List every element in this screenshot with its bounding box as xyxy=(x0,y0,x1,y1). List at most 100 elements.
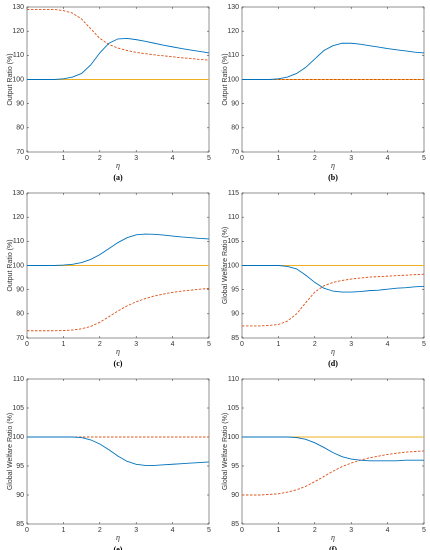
y-axis-label: Global Welfare Ratio (%) xyxy=(222,227,229,304)
y-tick-label: 100 xyxy=(12,262,24,269)
data-line xyxy=(242,42,425,80)
x-tick-label: 0 xyxy=(25,341,29,348)
x-tick-label: 2 xyxy=(313,341,317,348)
y-tick-label: 90 xyxy=(16,101,24,108)
caption: (c) xyxy=(114,359,123,368)
x-axis-label: η xyxy=(116,533,120,542)
x-tick-label: 1 xyxy=(276,527,280,534)
y-tick-label: 120 xyxy=(12,214,24,221)
y-tick-label: 85 xyxy=(231,335,239,342)
x-tick-label: 4 xyxy=(171,155,175,162)
y-axis-label: Output Ratio (%) xyxy=(7,239,14,291)
data-line xyxy=(242,273,425,327)
y-tick-label: 115 xyxy=(228,190,239,197)
y-tick-label: 85 xyxy=(231,521,239,528)
y-tick-label: 100 xyxy=(12,76,24,83)
x-tick-label: 4 xyxy=(386,341,390,348)
y-axis-label: Global Welfare Ratio (%) xyxy=(7,413,14,490)
y-tick-label: 90 xyxy=(231,492,239,499)
x-tick-label: 5 xyxy=(422,341,426,348)
x-tick-label: 3 xyxy=(134,341,138,348)
plot-area xyxy=(241,378,425,525)
data-line xyxy=(27,8,210,61)
y-tick-label: 110 xyxy=(228,52,239,59)
plot-area xyxy=(26,378,210,525)
y-axis-label: Output Ratio (%) xyxy=(222,53,229,105)
data-line xyxy=(27,436,210,466)
x-tick-label: 0 xyxy=(240,527,244,534)
x-tick-label: 0 xyxy=(240,155,244,162)
y-tick-label: 130 xyxy=(12,4,24,11)
y-tick-label: 90 xyxy=(16,287,24,294)
x-axis-label: η xyxy=(331,533,335,542)
data-line xyxy=(242,450,425,496)
y-tick-label: 100 xyxy=(227,262,239,269)
y-tick-label: 95 xyxy=(231,463,239,470)
y-tick-label: 100 xyxy=(227,76,239,83)
caption: (d) xyxy=(328,359,338,368)
y-tick-label: 100 xyxy=(12,434,24,441)
y-tick-label: 90 xyxy=(231,101,239,108)
x-tick-label: 3 xyxy=(134,155,138,162)
x-tick-label: 5 xyxy=(422,155,426,162)
y-tick-label: 85 xyxy=(16,521,24,528)
y-tick-label: 105 xyxy=(227,405,239,412)
caption: (f) xyxy=(329,545,337,550)
y-tick-label: 100 xyxy=(227,434,239,441)
y-tick-label: 70 xyxy=(16,149,24,156)
x-tick-label: 4 xyxy=(386,527,390,534)
x-tick-label: 5 xyxy=(207,527,211,534)
y-tick-label: 95 xyxy=(16,463,24,470)
caption: (a) xyxy=(113,173,123,182)
data-line xyxy=(27,288,210,332)
y-axis-label: Output Ratio (%) xyxy=(7,53,14,105)
y-tick-label: 120 xyxy=(227,28,239,35)
y-tick-label: 70 xyxy=(16,335,24,342)
y-tick-label: 95 xyxy=(231,287,239,294)
x-tick-label: 2 xyxy=(98,341,102,348)
data-line xyxy=(27,233,210,266)
y-tick-label: 130 xyxy=(12,190,24,197)
x-tick-label: 0 xyxy=(240,341,244,348)
y-tick-label: 110 xyxy=(13,376,24,383)
x-tick-label: 5 xyxy=(422,527,426,534)
y-tick-label: 80 xyxy=(16,311,24,318)
caption: (e) xyxy=(114,545,123,550)
x-tick-label: 5 xyxy=(207,341,211,348)
y-tick-label: 110 xyxy=(228,376,239,383)
x-axis-label: η xyxy=(116,161,120,170)
x-axis-label: η xyxy=(116,347,120,356)
data-line xyxy=(27,37,210,80)
data-line xyxy=(242,436,424,462)
x-tick-label: 3 xyxy=(349,341,353,348)
x-tick-label: 1 xyxy=(276,155,280,162)
x-tick-label: 1 xyxy=(61,341,65,348)
caption: (b) xyxy=(328,173,338,182)
y-tick-label: 80 xyxy=(16,125,24,132)
x-tick-label: 3 xyxy=(349,527,353,534)
x-tick-label: 4 xyxy=(171,341,175,348)
x-tick-label: 1 xyxy=(61,155,65,162)
y-tick-label: 90 xyxy=(16,492,24,499)
y-tick-label: 105 xyxy=(12,405,24,412)
y-tick-label: 90 xyxy=(231,311,239,318)
x-tick-label: 3 xyxy=(134,527,138,534)
y-tick-label: 110 xyxy=(13,52,24,59)
x-tick-label: 4 xyxy=(171,527,175,534)
x-tick-label: 2 xyxy=(313,155,317,162)
y-tick-label: 120 xyxy=(12,28,24,35)
x-tick-label: 4 xyxy=(386,155,390,162)
y-tick-label: 80 xyxy=(231,125,239,132)
x-tick-label: 1 xyxy=(276,341,280,348)
y-axis-label: Global Welfare Ratio (%) xyxy=(222,413,229,490)
y-tick-label: 130 xyxy=(227,4,239,11)
x-tick-label: 5 xyxy=(207,155,211,162)
x-axis-label: η xyxy=(331,161,335,170)
x-tick-label: 1 xyxy=(61,527,65,534)
data-line xyxy=(242,265,425,293)
x-tick-label: 2 xyxy=(98,155,102,162)
x-tick-label: 0 xyxy=(25,155,29,162)
x-tick-label: 0 xyxy=(25,527,29,534)
y-tick-label: 110 xyxy=(13,238,24,245)
